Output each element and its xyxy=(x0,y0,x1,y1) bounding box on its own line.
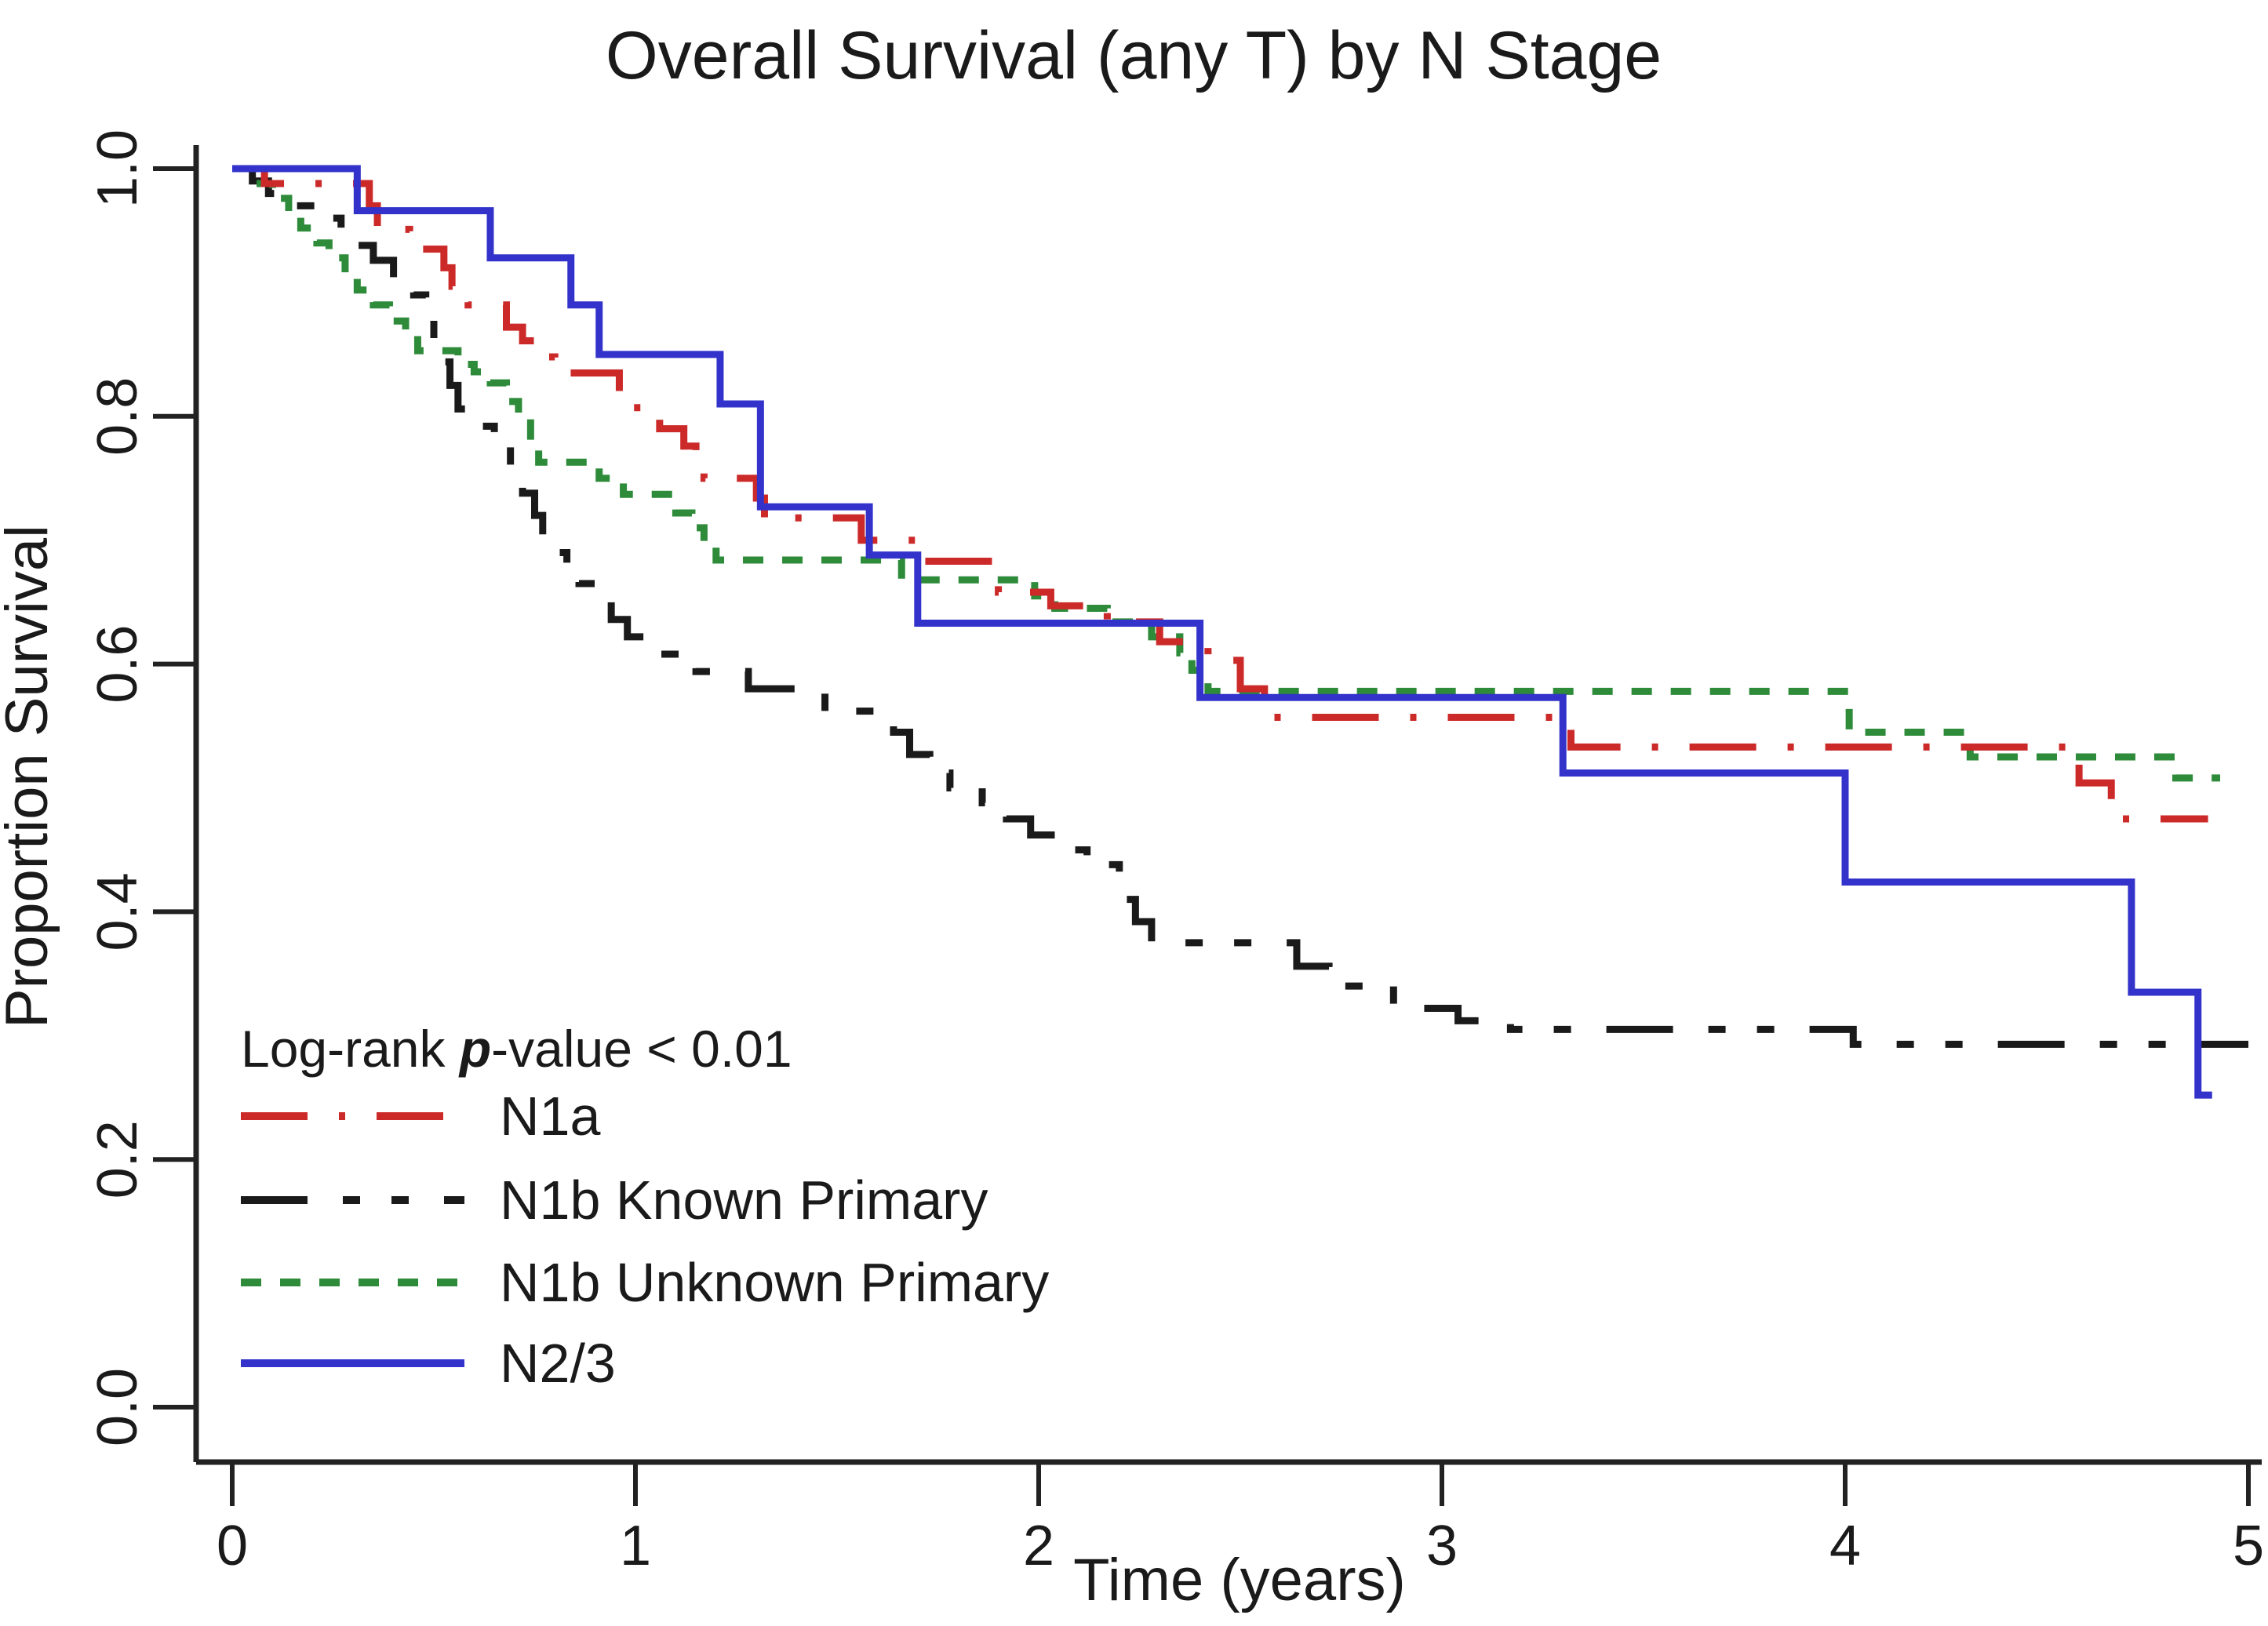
x-tick-label: 5 xyxy=(2233,1515,2264,1577)
chart-title: Overall Survival (any T) by N Stage xyxy=(606,18,1662,93)
legend: N1a N1b Known Primary N1b Unknown Primar… xyxy=(241,1086,1049,1394)
series-lines xyxy=(232,165,2248,1099)
x-axis-ticks: 0 1 2 3 4 5 xyxy=(217,1462,2264,1577)
y-axis-title: Proportion Survival xyxy=(0,525,60,1028)
log-rank-p-symbol: p xyxy=(458,1020,491,1078)
series-line-n2-3 xyxy=(232,165,2212,1099)
log-rank-prefix: Log-rank xyxy=(241,1020,460,1078)
legend-label-n2-3: N2/3 xyxy=(500,1333,616,1394)
axes xyxy=(193,145,2262,1465)
y-tick-label: 0.6 xyxy=(86,625,149,704)
x-axis-title: Time (years) xyxy=(1073,1547,1406,1613)
legend-item-n1b-unknown: N1b Unknown Primary xyxy=(241,1252,1049,1313)
y-tick-label: 0.4 xyxy=(86,872,149,951)
y-axis-ticks: 0.0 0.2 0.4 0.6 0.8 1.0 xyxy=(86,129,196,1446)
series-line-n1b-known-primary xyxy=(232,165,2248,1048)
series-line-n1a xyxy=(232,165,2208,823)
legend-item-n1a: N1a xyxy=(241,1086,600,1147)
x-tick-label: 4 xyxy=(1829,1515,1861,1577)
x-tick-label: 3 xyxy=(1426,1515,1458,1577)
legend-item-n1b-known: N1b Known Primary xyxy=(241,1169,988,1231)
log-rank-suffix: -value < 0.01 xyxy=(491,1020,792,1078)
log-rank-annotation: Log-rank p-value < 0.01 xyxy=(241,1020,792,1078)
y-tick-label: 0.2 xyxy=(86,1120,149,1199)
x-tick-label: 0 xyxy=(217,1515,248,1577)
legend-label-n1b-unknown: N1b Unknown Primary xyxy=(500,1252,1049,1313)
legend-item-n2-3: N2/3 xyxy=(241,1333,616,1394)
y-tick-label: 1.0 xyxy=(86,129,149,208)
y-tick-label: 0.0 xyxy=(86,1368,149,1446)
x-tick-label: 2 xyxy=(1023,1515,1054,1577)
legend-label-n1a: N1a xyxy=(500,1086,600,1147)
x-tick-label: 1 xyxy=(620,1515,651,1577)
y-tick-label: 0.8 xyxy=(86,377,149,456)
legend-label-n1b-known: N1b Known Primary xyxy=(500,1169,988,1231)
